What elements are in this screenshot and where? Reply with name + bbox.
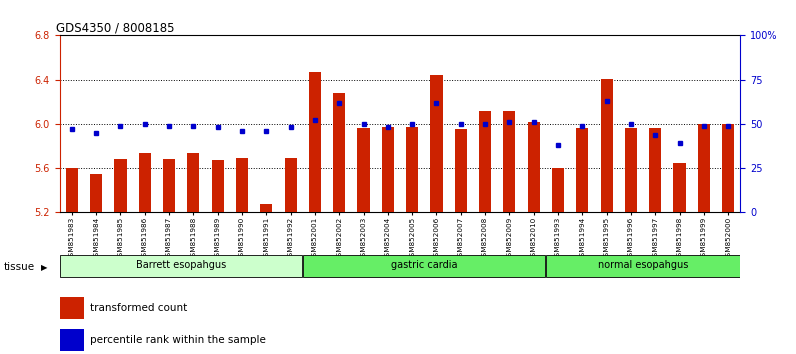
- Bar: [260, 204, 272, 212]
- Bar: [552, 168, 564, 212]
- Bar: [546, 255, 739, 277]
- Text: gastric cardia: gastric cardia: [391, 261, 458, 270]
- Bar: [698, 124, 710, 212]
- Bar: [139, 153, 151, 212]
- Bar: [236, 158, 248, 212]
- Bar: [163, 159, 175, 212]
- Bar: [66, 168, 78, 212]
- Bar: [576, 128, 588, 212]
- Bar: [60, 297, 84, 319]
- Text: percentile rank within the sample: percentile rank within the sample: [89, 335, 265, 345]
- Text: ▶: ▶: [41, 263, 48, 272]
- Bar: [455, 130, 466, 212]
- Bar: [90, 174, 102, 212]
- Bar: [406, 127, 418, 212]
- Bar: [60, 329, 84, 351]
- Bar: [382, 127, 394, 212]
- Bar: [479, 110, 491, 212]
- Bar: [600, 79, 613, 212]
- Bar: [357, 128, 369, 212]
- Text: transformed count: transformed count: [89, 303, 187, 313]
- Text: tissue: tissue: [4, 262, 35, 272]
- Bar: [284, 158, 297, 212]
- Text: Barrett esopahgus: Barrett esopahgus: [136, 261, 226, 270]
- Bar: [503, 110, 516, 212]
- Bar: [212, 160, 224, 212]
- Bar: [60, 255, 302, 277]
- Bar: [625, 128, 637, 212]
- Bar: [722, 124, 734, 212]
- Bar: [187, 153, 200, 212]
- Bar: [431, 75, 443, 212]
- Bar: [673, 162, 685, 212]
- Text: normal esopahgus: normal esopahgus: [598, 261, 689, 270]
- Bar: [309, 72, 321, 212]
- Bar: [528, 122, 540, 212]
- Bar: [649, 128, 661, 212]
- Bar: [334, 93, 345, 212]
- Bar: [303, 255, 545, 277]
- Text: GDS4350 / 8008185: GDS4350 / 8008185: [57, 21, 175, 34]
- Bar: [115, 159, 127, 212]
